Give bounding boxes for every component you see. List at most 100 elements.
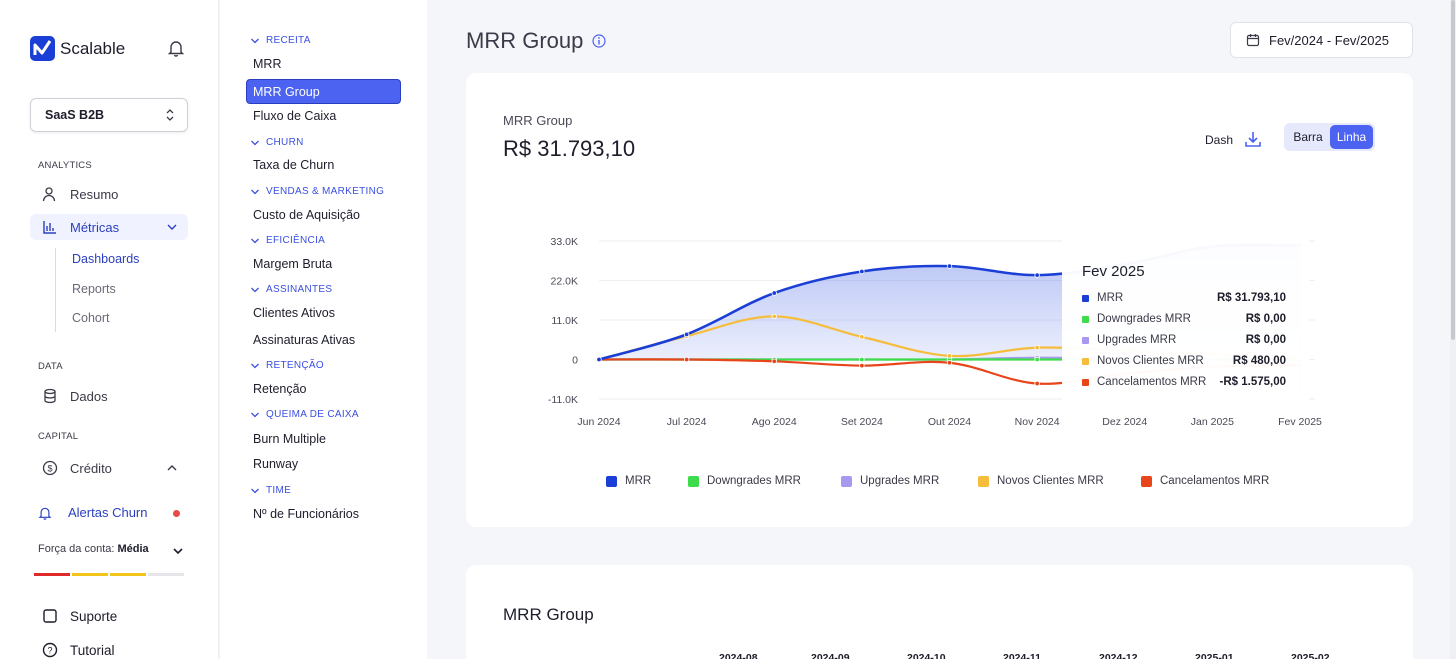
sub-dashboards[interactable]: Dashboards xyxy=(72,252,140,266)
bell-icon[interactable] xyxy=(167,39,185,57)
page-title: MRR Group xyxy=(466,28,606,54)
nav-alertas-label: Alertas Churn xyxy=(68,505,148,520)
legend-swatch xyxy=(606,475,617,487)
menu-item-active[interactable]: MRR Group xyxy=(246,79,401,104)
nav-credito-label: Crédito xyxy=(70,460,112,476)
menu-item[interactable]: Burn Multiple xyxy=(253,432,326,446)
x-tick-label: Set 2024 xyxy=(841,416,883,428)
data-point xyxy=(946,263,953,269)
series-swatch xyxy=(1082,315,1089,323)
table-column-header: 2024-12 xyxy=(1099,652,1138,659)
menu-group-label: CHURN xyxy=(266,137,304,148)
series-swatch xyxy=(1082,357,1089,365)
logo[interactable]: Scalable xyxy=(30,36,125,61)
menu-item[interactable]: Taxa de Churn xyxy=(253,158,335,172)
data-point xyxy=(1034,356,1040,363)
nav-tutorial[interactable]: ? Tutorial xyxy=(42,642,115,658)
sub-cohort[interactable]: Cohort xyxy=(72,311,110,325)
x-tick-label: Jan 2025 xyxy=(1191,416,1234,428)
workspace-selector[interactable]: SaaS B2B xyxy=(30,98,188,132)
sidebar: Scalable SaaS B2B ANALYTICS Resumo Métri… xyxy=(0,0,219,659)
nav-dados-label: Dados xyxy=(70,388,108,404)
database-icon xyxy=(44,388,56,404)
menu-group-header[interactable]: ASSINANTES xyxy=(250,284,332,295)
tooltip-row-value: R$ 31.793,10 xyxy=(1216,292,1286,304)
tooltip-row-label: MRR xyxy=(1097,292,1124,304)
section-header-analytics: ANALYTICS xyxy=(38,160,92,171)
x-tick-label: Ago 2024 xyxy=(752,416,797,428)
card-value: R$ 31.793,10 xyxy=(503,136,636,161)
nav-suporte[interactable]: Suporte xyxy=(42,608,117,624)
toggle-barra[interactable]: Barra xyxy=(1293,130,1323,144)
nav-metricas-label: Métricas xyxy=(70,219,120,235)
chevron-down-icon xyxy=(251,38,259,43)
strength-bar-3 xyxy=(110,573,146,576)
logo-icon xyxy=(30,36,55,61)
legend-label: Novos Clientes MRR xyxy=(997,475,1104,487)
tooltip-row-label: Upgrades MRR xyxy=(1097,334,1177,346)
nav-tutorial-label: Tutorial xyxy=(70,642,115,658)
menu-group-label: TIME xyxy=(266,485,292,496)
x-tick-label: Jul 2024 xyxy=(667,416,707,428)
tooltip-row-label: Novos Clientes MRR xyxy=(1097,355,1204,367)
chevron-up-icon xyxy=(167,465,177,471)
table-column-header: 2024-10 xyxy=(907,652,946,659)
table-column-header: 2025-01 xyxy=(1195,652,1234,659)
menu-item[interactable]: Custo de Aquisição xyxy=(253,208,361,222)
card-subtitle: MRR Group xyxy=(503,113,573,128)
data-point xyxy=(946,360,953,366)
menu-item[interactable]: Fluxo de Caixa xyxy=(253,109,337,123)
user-icon xyxy=(42,187,56,202)
toggle-linha[interactable]: Linha xyxy=(1330,125,1373,149)
table-column-header: 2025-02 xyxy=(1291,652,1330,659)
chevron-down-icon xyxy=(251,287,259,292)
menu-group-label: VENDAS & MARKETING xyxy=(266,186,385,197)
bar-chart-icon xyxy=(43,221,56,234)
menu-group-header[interactable]: EFICIÊNCIA xyxy=(250,235,325,246)
menu-group-header[interactable]: CHURN xyxy=(250,137,304,148)
submenu-rule xyxy=(55,248,56,332)
menu-item[interactable]: Runway xyxy=(253,457,299,471)
download-icon xyxy=(1245,132,1261,147)
data-point xyxy=(859,334,865,340)
nav-credito[interactable]: $ Crédito xyxy=(30,455,177,481)
menu-item[interactable]: MRR xyxy=(253,57,282,71)
menu-group-label: RETENÇÃO xyxy=(266,360,324,371)
info-icon[interactable] xyxy=(592,34,606,48)
menu-item[interactable]: Margem Bruta xyxy=(253,257,333,271)
legend-item[interactable]: Downgrades MRR xyxy=(688,475,801,487)
menu-item[interactable]: Nº de Funcionários xyxy=(253,507,360,521)
scrollbar-thumb[interactable] xyxy=(1451,0,1455,340)
nav-resumo[interactable]: Resumo xyxy=(30,181,118,207)
nav-metricas[interactable]: Métricas xyxy=(30,214,188,240)
legend-item[interactable]: Upgrades MRR xyxy=(841,475,939,487)
dash-download-button[interactable]: Dash xyxy=(1205,130,1263,150)
tooltip-row: Cancelamentos MRR -R$ 1.575,00 xyxy=(1082,376,1286,388)
menu-item[interactable]: Clientes Ativos xyxy=(253,306,335,320)
tooltip-row: Downgrades MRR R$ 0,00 xyxy=(1082,313,1286,325)
menu-group-header[interactable]: RETENÇÃO xyxy=(250,360,324,371)
date-range-picker[interactable]: Fev/2024 - Fev/2025 xyxy=(1230,22,1413,58)
legend-item[interactable]: Novos Clientes MRR xyxy=(978,475,1104,487)
menu-item[interactable]: Retenção xyxy=(253,382,307,396)
nav-dados[interactable]: Dados xyxy=(30,383,108,409)
strength-bar-1 xyxy=(34,573,70,576)
chevron-down-icon xyxy=(167,224,177,230)
chevron-down-icon xyxy=(251,140,259,145)
menu-item[interactable]: Assinaturas Ativas xyxy=(253,333,356,347)
sub-reports[interactable]: Reports xyxy=(72,282,116,296)
nav-alertas-churn[interactable]: Alertas Churn xyxy=(38,505,147,520)
chevron-down-icon xyxy=(251,488,259,493)
svg-text:?: ? xyxy=(47,646,52,656)
help-circle-icon: ? xyxy=(42,642,58,658)
x-tick-label: Jun 2024 xyxy=(577,416,620,428)
data-point xyxy=(1034,380,1040,387)
legend-item[interactable]: Cancelamentos MRR xyxy=(1141,475,1269,487)
menu-group-header[interactable]: RECEITA xyxy=(250,35,311,46)
menu-group-header[interactable]: QUEIMA DE CAIXA xyxy=(250,409,359,420)
legend-item[interactable]: MRR xyxy=(606,475,651,487)
chevron-down-icon[interactable] xyxy=(172,545,184,557)
menu-group-header[interactable]: VENDAS & MARKETING xyxy=(250,186,384,197)
section-header-data: DATA xyxy=(38,361,63,372)
menu-group-header[interactable]: TIME xyxy=(250,485,291,496)
